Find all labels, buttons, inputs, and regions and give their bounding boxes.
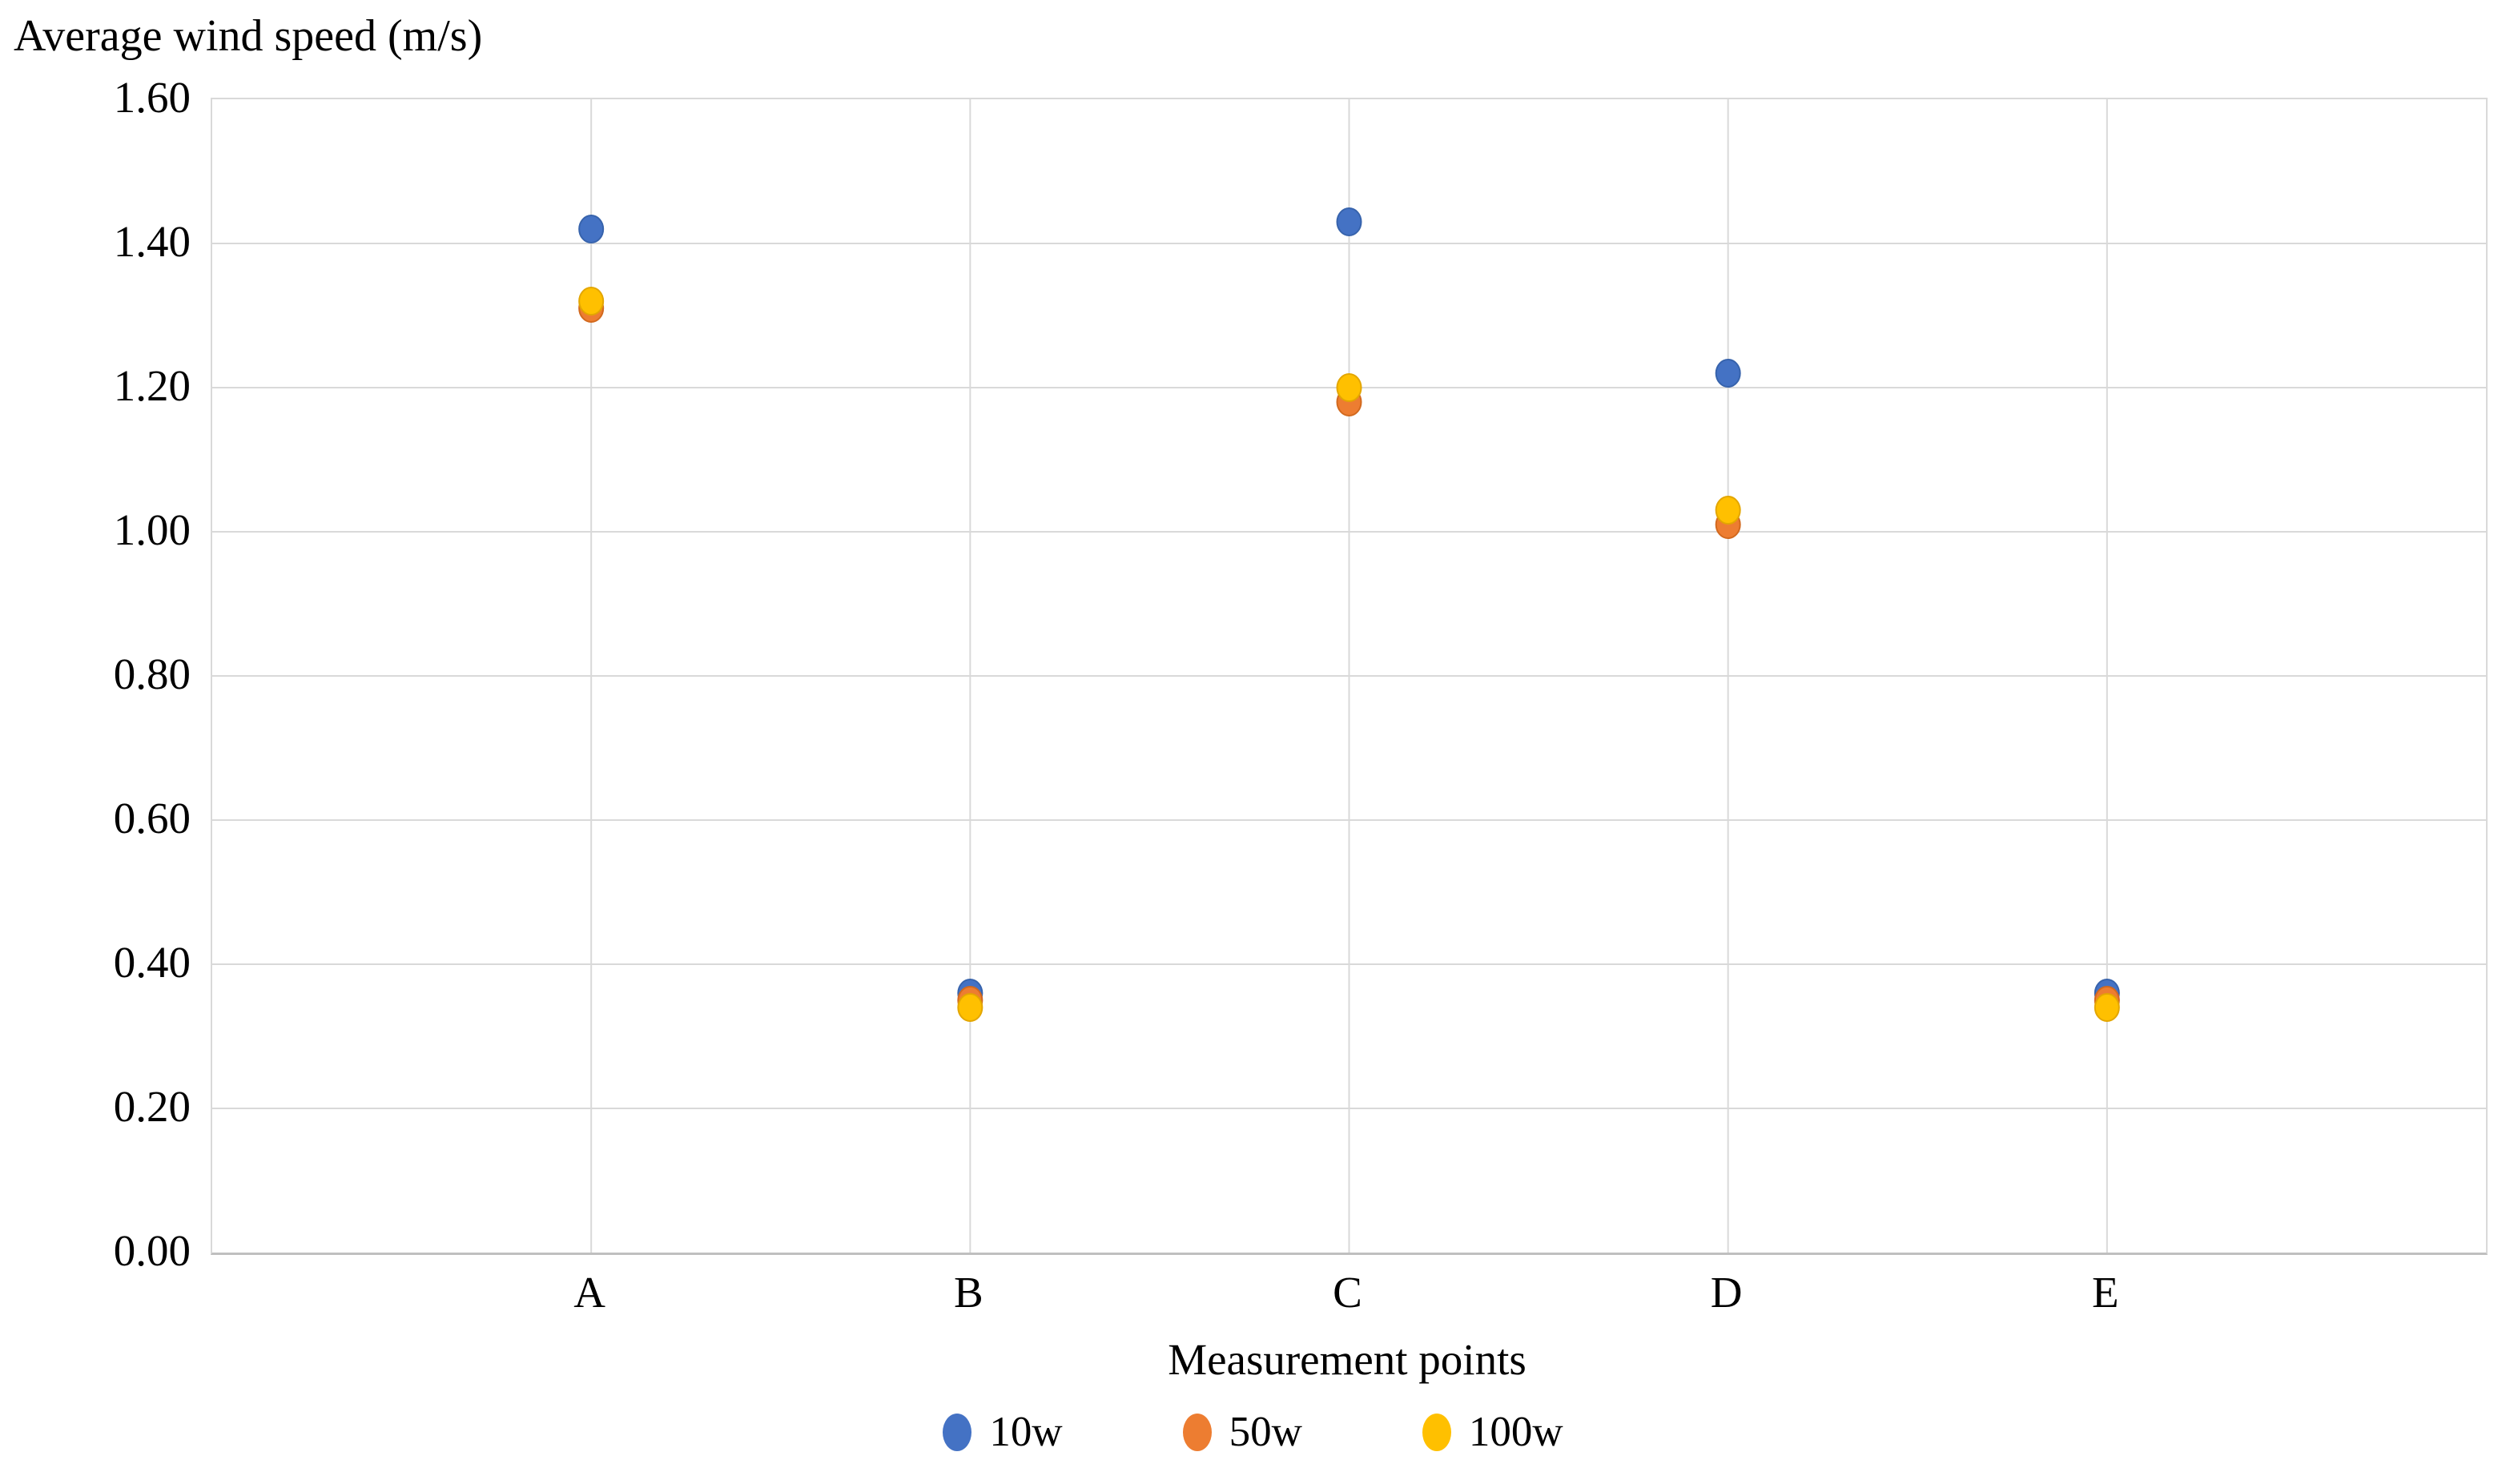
data-point (2094, 993, 2120, 1022)
legend-item: 50w (1182, 1408, 1302, 1456)
data-point (1336, 373, 1362, 402)
x-tick-label: A (573, 1268, 606, 1317)
x-tick-label: E (2092, 1268, 2119, 1317)
y-tick-label: 0.60 (113, 794, 191, 843)
legend-label: 100w (1468, 1409, 1563, 1455)
legend: 10w 50w 100w (0, 1408, 2506, 1456)
y-tick-label: 1.40 (113, 217, 191, 266)
y-tick-label: 1.60 (113, 73, 191, 122)
x-tick-label: B (953, 1268, 983, 1317)
y-tick-label: 1.00 (113, 505, 191, 554)
y-axis-title: Average wind speed (m/s) (14, 11, 483, 61)
y-tick-label: 0.20 (113, 1082, 191, 1131)
y-tick-label: 0.80 (113, 650, 191, 698)
legend-item: 10w (943, 1408, 1063, 1456)
x-axis-title: Measurement points (1168, 1335, 1527, 1384)
legend-item: 100w (1422, 1408, 1563, 1456)
data-point (578, 215, 605, 243)
x-tick-label: C (1333, 1268, 1362, 1317)
y-tick-label: 1.20 (113, 361, 191, 410)
legend-marker-icon (1182, 1413, 1212, 1451)
legend-marker-icon (943, 1413, 972, 1451)
plot-area (211, 98, 2488, 1255)
legend-label: 50w (1229, 1409, 1302, 1455)
data-point (578, 287, 605, 316)
x-tick-label: D (1710, 1268, 1743, 1317)
data-point (1715, 359, 1741, 388)
data-point (1336, 207, 1362, 236)
y-tick-label: 0.40 (113, 938, 191, 987)
data-point (957, 993, 983, 1022)
legend-marker-icon (1422, 1413, 1451, 1451)
legend-label: 10w (989, 1409, 1063, 1455)
data-point (1715, 496, 1741, 525)
y-tick-label: 0.00 (113, 1226, 191, 1275)
plot-svg (212, 99, 2486, 1253)
